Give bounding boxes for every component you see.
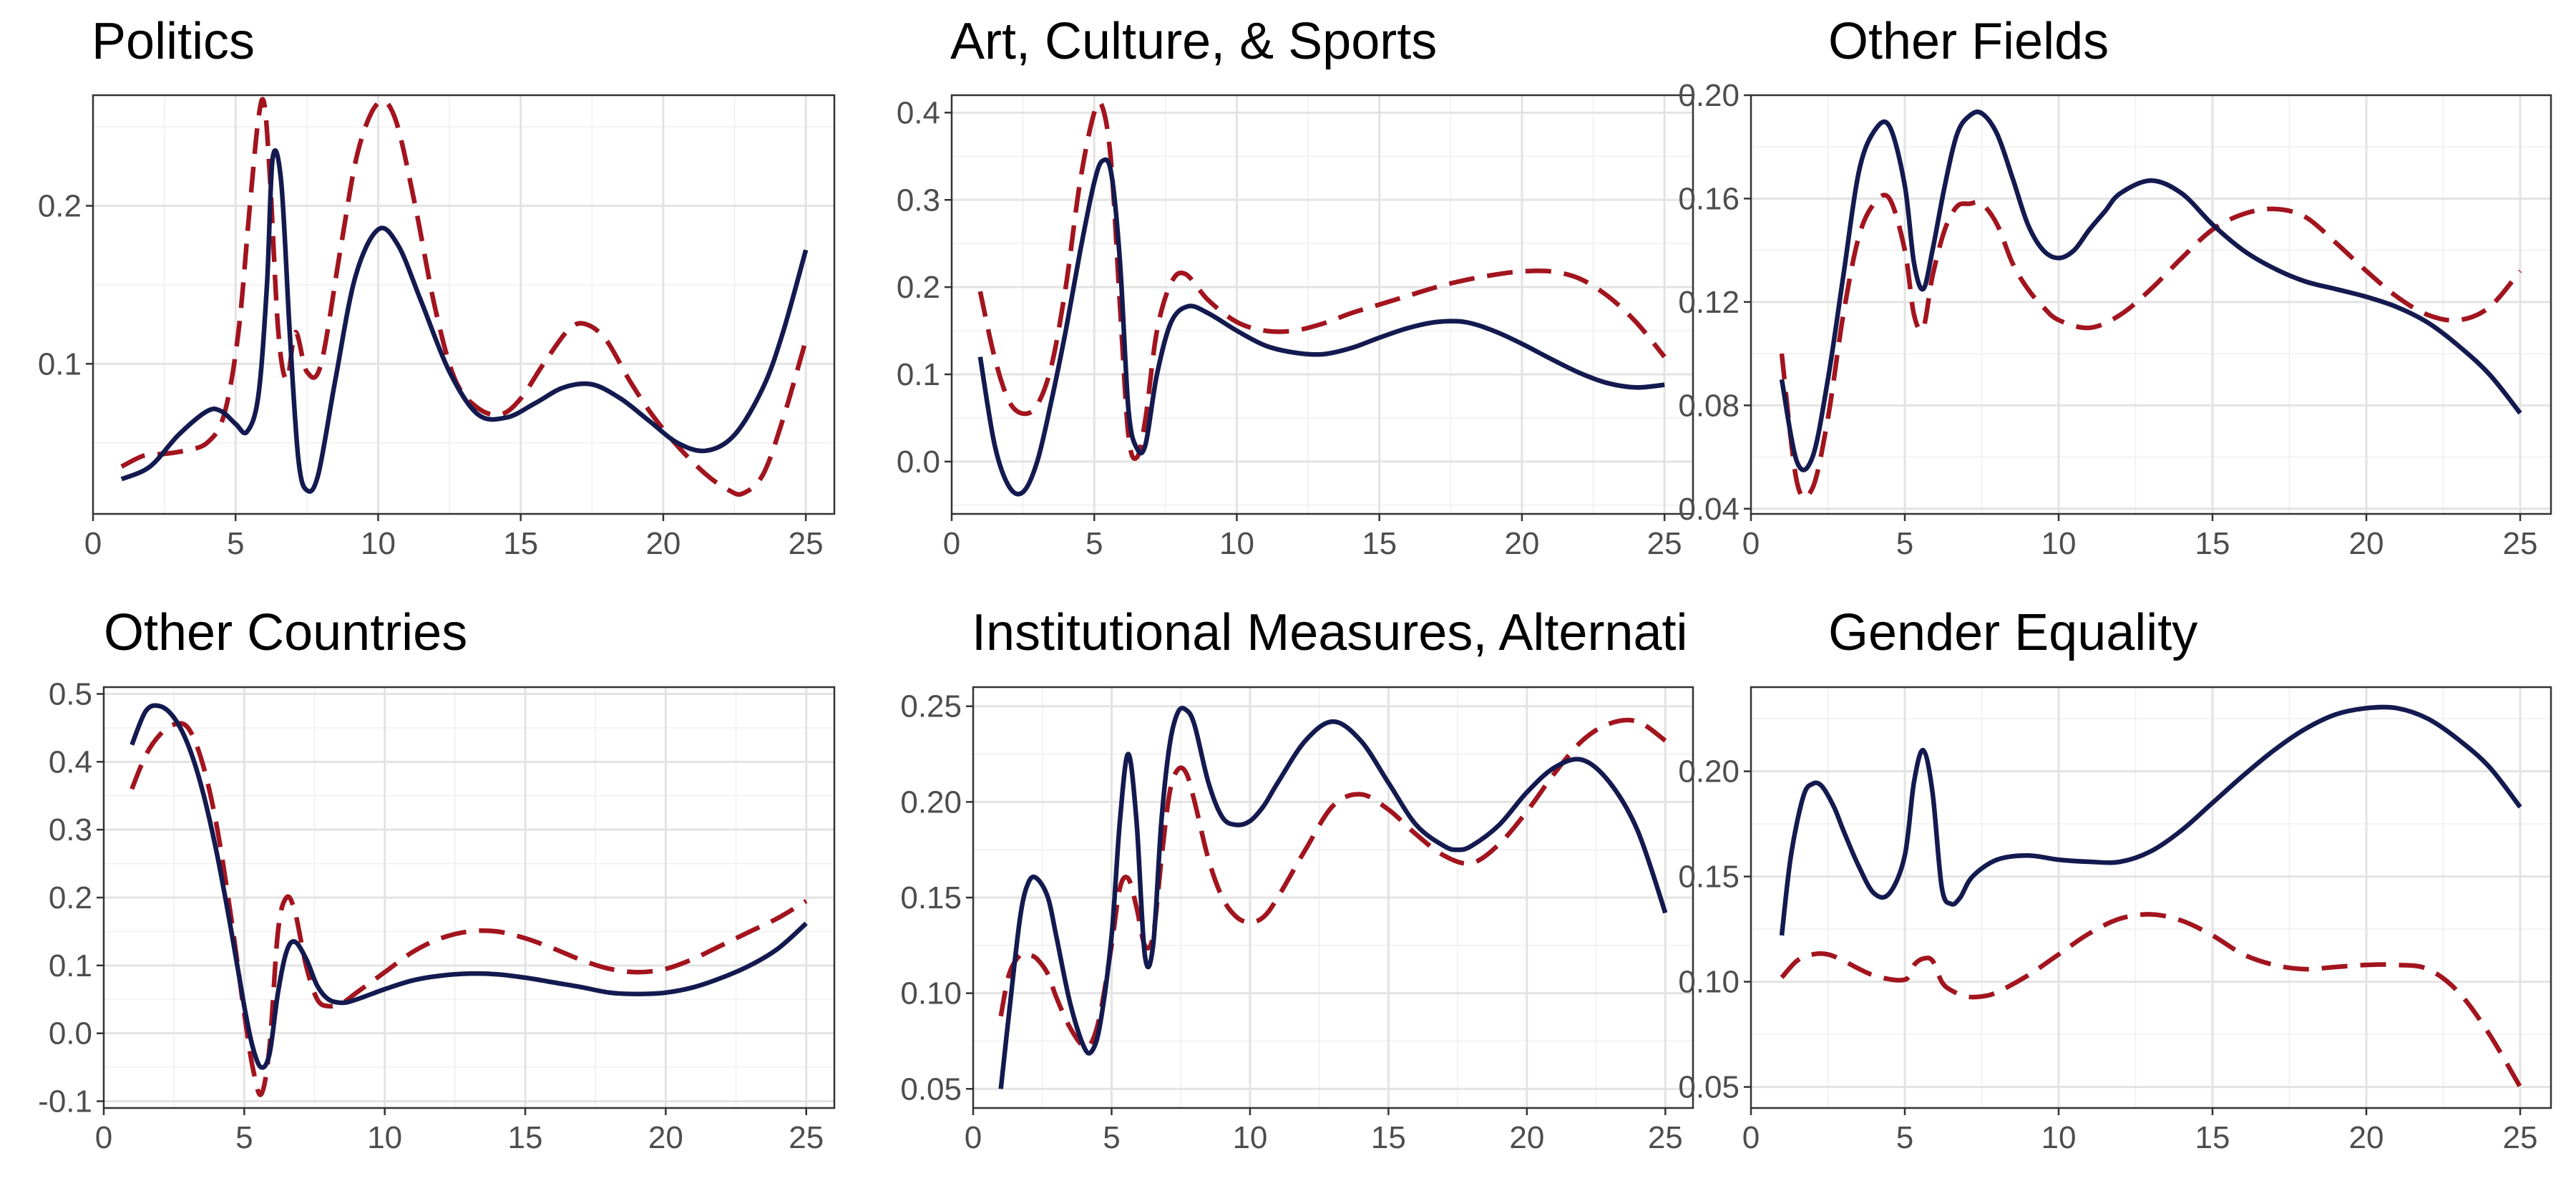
panel-border xyxy=(1750,94,2552,515)
y-tick-label: 0.05 xyxy=(900,1071,962,1107)
series-line-dashed xyxy=(977,100,1667,461)
x-tick-label: 15 xyxy=(1362,526,1397,561)
panel-title: Gender Equality xyxy=(1828,604,2197,661)
panel-title: Politics xyxy=(92,13,255,70)
series-line-solid xyxy=(1779,704,2522,936)
x-tick-label: 25 xyxy=(2503,526,2538,561)
x-tick-label: 5 xyxy=(1103,1120,1120,1155)
x-tick-label: 20 xyxy=(1504,526,1539,561)
series-line-solid xyxy=(998,706,1668,1089)
y-tick-label: 0.4 xyxy=(49,744,92,779)
y-tick-label: 0.20 xyxy=(1678,78,1740,113)
y-tick-label: 0.16 xyxy=(1678,181,1740,216)
y-tick-label: 0.25 xyxy=(900,689,962,724)
x-tick-label: 10 xyxy=(1232,1120,1267,1155)
chart-panel-2: 0 5 10 15 20 25 0.0 0.1 0.2 0.3 0.4 Art, Culture, &… xyxy=(897,13,1694,561)
y-tick-label: 0.1 xyxy=(49,948,92,983)
y-tick-label: 0.20 xyxy=(1678,754,1740,789)
x-tick-label: 25 xyxy=(789,526,824,561)
y-tick-label: 0.0 xyxy=(49,1016,92,1051)
x-tick-label: 10 xyxy=(367,1120,402,1155)
x-tick-label: 20 xyxy=(648,1120,683,1155)
x-tick-label: 5 xyxy=(227,526,244,561)
panel-title: Art, Culture, & Sports xyxy=(950,13,1437,70)
x-tick-label: 5 xyxy=(1896,1120,1913,1155)
y-tick-label: 0.2 xyxy=(38,189,82,224)
y-tick-label: 0.15 xyxy=(900,880,962,915)
y-tick-label: 0.4 xyxy=(897,95,940,130)
panel-border xyxy=(950,94,1694,515)
x-tick-label: 0 xyxy=(95,1120,112,1155)
chart-panel-6: 0 5 10 15 20 25 0.05 0.10 0.15 0.20 Gender Equalit… xyxy=(1678,604,2552,1155)
panel-title: Other Countries xyxy=(104,604,467,661)
x-tick-label: 15 xyxy=(1371,1120,1406,1155)
series-line-dashed xyxy=(130,721,808,1097)
y-tick-label: 0.3 xyxy=(897,183,940,218)
series-line-dashed xyxy=(120,97,809,497)
series-line-solid xyxy=(1779,110,2522,472)
x-tick-label: 10 xyxy=(361,526,396,561)
y-tick-label: 0.05 xyxy=(1678,1070,1740,1105)
chart-panel-5: 0 5 10 15 20 25 0.05 0.10 0.15 0.20 0.25 Institutio… xyxy=(900,604,1694,1155)
y-tick-label: 0.10 xyxy=(900,976,962,1011)
x-tick-label: 25 xyxy=(2503,1120,2538,1155)
x-tick-label: 25 xyxy=(789,1120,824,1155)
y-tick-label: 0.2 xyxy=(897,270,940,305)
panel-title: Other Fields xyxy=(1828,13,2109,70)
x-tick-label: 10 xyxy=(2041,1120,2077,1155)
x-tick-label: 15 xyxy=(503,526,538,561)
panel-border xyxy=(1750,686,2552,1109)
y-tick-label: -0.1 xyxy=(38,1084,92,1119)
y-tick-label: 0.0 xyxy=(897,444,940,480)
series-line-dashed xyxy=(998,717,1667,1050)
x-tick-label: 5 xyxy=(1085,526,1103,561)
chart-panel-1: 0 5 10 15 20 25 0.1 0.2 Politics xyxy=(38,13,836,561)
x-tick-label: 20 xyxy=(2349,526,2384,561)
chart-panel-4: 0 5 10 15 20 25 -0.1 0.0 0.1 0.2 0.3 0.4 0.5 Other Co… xyxy=(38,604,836,1155)
y-tick-label: 0.2 xyxy=(49,880,92,915)
y-tick-label: 0.10 xyxy=(1678,965,1740,1000)
series-line-dashed xyxy=(1780,912,2522,1089)
series-line-solid xyxy=(977,157,1665,497)
y-tick-label: 0.5 xyxy=(49,676,92,711)
x-tick-label: 0 xyxy=(84,526,102,561)
x-tick-label: 0 xyxy=(1742,526,1760,561)
chart-panel-3: 0 5 10 15 20 25 0.04 0.08 0.12 0.16 0.20 Other Fiel… xyxy=(1678,13,2552,561)
y-tick-label: 0.1 xyxy=(897,357,940,392)
panel-border xyxy=(92,94,836,515)
y-tick-label: 0.08 xyxy=(1678,388,1740,423)
y-tick-label: 0.15 xyxy=(1678,860,1740,895)
x-tick-label: 5 xyxy=(1896,526,1913,561)
x-tick-label: 5 xyxy=(235,1120,253,1155)
y-tick-label: 0.04 xyxy=(1678,492,1740,527)
x-tick-label: 15 xyxy=(2195,526,2230,561)
x-tick-label: 0 xyxy=(943,526,960,561)
x-tick-label: 20 xyxy=(2349,1120,2384,1155)
series-line-solid xyxy=(130,703,808,1070)
panel-title: Institutional Measures, Alternati xyxy=(972,604,1688,661)
y-tick-label: 0.12 xyxy=(1678,285,1740,320)
x-tick-label: 25 xyxy=(1648,1120,1683,1155)
x-tick-label: 15 xyxy=(508,1120,543,1155)
x-tick-label: 15 xyxy=(2195,1120,2230,1155)
y-tick-label: 0.1 xyxy=(38,346,82,381)
x-tick-label: 20 xyxy=(1509,1120,1544,1155)
x-tick-label: 25 xyxy=(1647,526,1682,561)
x-tick-label: 10 xyxy=(1219,526,1254,561)
y-tick-label: 0.20 xyxy=(900,784,962,820)
series-line-solid xyxy=(120,148,809,494)
x-tick-label: 0 xyxy=(1742,1120,1760,1155)
y-tick-label: 0.3 xyxy=(49,812,92,847)
x-tick-label: 10 xyxy=(2041,526,2077,561)
x-tick-label: 20 xyxy=(645,526,680,561)
x-tick-label: 0 xyxy=(965,1120,982,1155)
series-line-dashed xyxy=(1779,193,2522,500)
